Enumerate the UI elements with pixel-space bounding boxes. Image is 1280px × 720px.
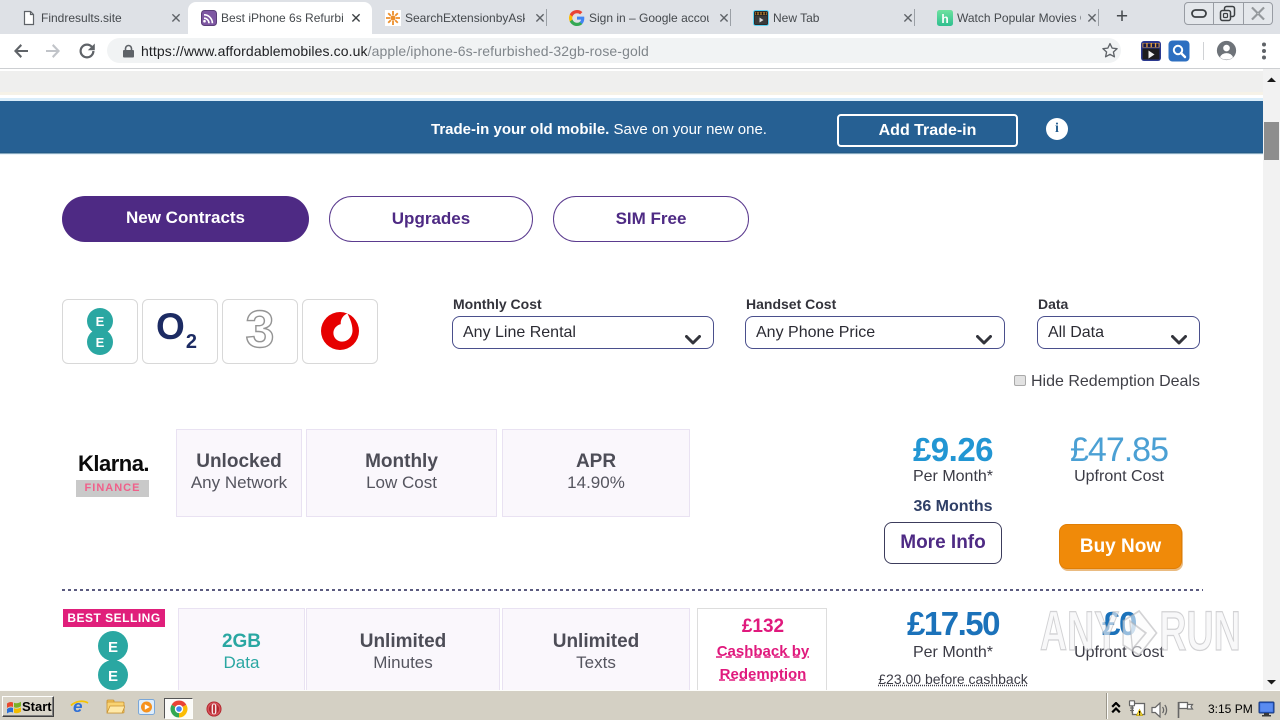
svg-text:E: E [96,335,105,350]
svg-text:E: E [96,314,105,329]
svg-text:E: E [108,668,118,685]
svg-text:h: h [941,12,948,26]
svg-text:E: E [108,639,118,656]
svg-text:e: e [73,697,82,715]
